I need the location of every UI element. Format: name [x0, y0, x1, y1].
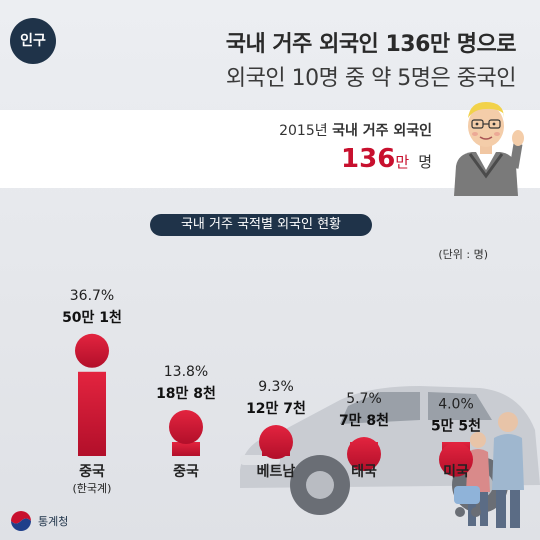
org-name: 통계청 [38, 515, 69, 528]
stat-unit: 만 [395, 153, 410, 171]
stat-value: 136만 명 [341, 144, 432, 174]
bar-dot [75, 333, 109, 368]
stat-band: 2015년 국내 거주 외국인 136만 명 [0, 110, 540, 188]
bar-dot [439, 442, 473, 477]
bar-dot [347, 437, 381, 472]
headline-line1: 국내 거주 외국인 136만 명으로 [225, 32, 517, 57]
count-label: 5만 5천 [431, 419, 481, 435]
stat-label-rest: 국내 거주 외국인 [332, 123, 432, 139]
headline-line2: 외국인 10명 중 약 5명은 중국인 [225, 66, 517, 91]
count-label: 7만 8천 [339, 413, 389, 429]
percent-label: 13.8% [164, 364, 208, 380]
category-note: (한국계) [73, 482, 112, 495]
category-label: 태국 [351, 464, 377, 480]
waving-man-illustration [454, 102, 524, 196]
header: 인구 국내 거주 외국인 136만 명으로 외국인 10명 중 약 5명은 중국… [0, 0, 540, 110]
bar-dot [259, 425, 293, 460]
category-label: 베트남 [257, 463, 296, 480]
stat-label: 2015년 국내 거주 외국인 [279, 120, 432, 140]
percent-label: 5.7% [346, 391, 382, 407]
category-label: 중국 [79, 464, 105, 480]
count-label: 18만 8천 [156, 386, 216, 402]
chart-title: 국내 거주 국적별 외국인 현황 [150, 214, 372, 236]
category-badge: 인구 [10, 18, 56, 64]
percent-label: 9.3% [258, 379, 294, 395]
stat-number: 136 [341, 144, 396, 174]
percent-label: 36.7% [70, 288, 114, 304]
bar [172, 442, 200, 456]
stat-year: 2015년 [279, 123, 328, 139]
stat-unit2: 명 [418, 153, 432, 171]
category-label: 중국 [173, 464, 199, 480]
percent-label: 4.0% [438, 397, 474, 413]
category-label: 미국 [443, 464, 469, 480]
bar [78, 371, 106, 456]
count-label: 12만 7천 [246, 401, 306, 417]
family-background-image [454, 412, 524, 528]
statistics-korea-logo-icon [11, 511, 31, 531]
count-label: 50만 1천 [62, 310, 122, 326]
unit-note: (단위 : 명) [438, 248, 488, 261]
bar-dot [169, 410, 203, 445]
